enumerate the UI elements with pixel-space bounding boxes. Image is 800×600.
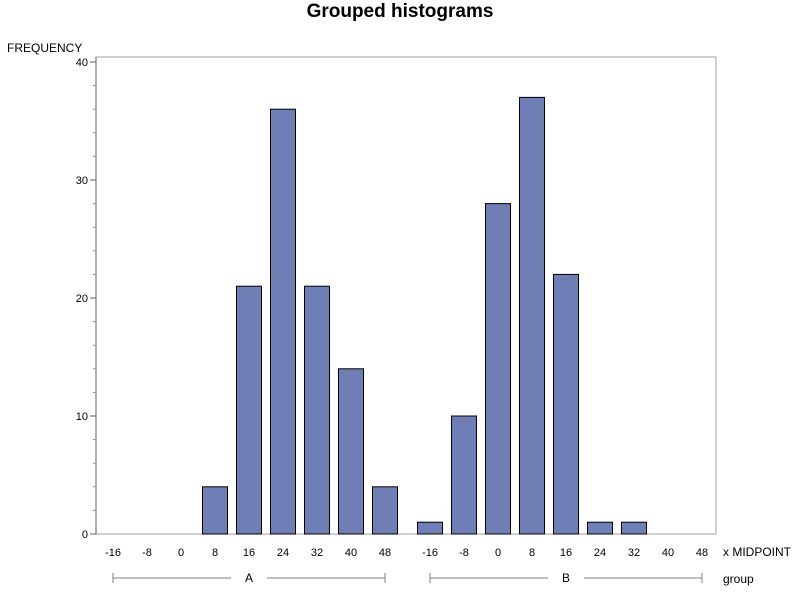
x-tick-label: -16	[105, 547, 121, 559]
x-tick-label: 0	[495, 547, 501, 559]
group-label-A: A	[245, 571, 253, 585]
x-tick-label: 16	[560, 547, 572, 559]
x-axis-label: x MIDPOINT	[723, 545, 792, 559]
bar-A-24	[270, 108, 296, 535]
group-axis-label: group	[723, 572, 754, 586]
y-tick-label: 40	[76, 57, 88, 69]
y-tick-label: 20	[76, 293, 88, 305]
x-tick-labels: -16 -8 0 8 16 24 32 40 48 -16 -8 0 8 16 24 32 40 48	[105, 547, 708, 559]
bar-A-32	[304, 285, 330, 535]
y-tick-label: 0	[82, 529, 88, 541]
bar-A-48	[372, 486, 398, 535]
plot-frame	[95, 56, 717, 535]
x-tick-label: -16	[422, 547, 438, 559]
x-tick-label: 48	[379, 547, 391, 559]
y-axis-ticks: 0 10 20 30 40	[76, 57, 96, 541]
x-tick-label: 16	[243, 547, 255, 559]
bar-B-8	[519, 96, 545, 535]
y-tick-label: 10	[76, 411, 88, 423]
x-tick-label: 0	[178, 547, 184, 559]
bar-A-8	[202, 486, 228, 535]
x-tick-label: 32	[311, 547, 323, 559]
bar-B--8	[451, 415, 477, 535]
x-tick-label: 32	[628, 547, 640, 559]
chart-title: Grouped histograms	[307, 1, 494, 22]
bars	[202, 96, 647, 535]
x-tick-label: 24	[594, 547, 606, 559]
x-tick-label: 48	[696, 547, 708, 559]
x-tick-label: 24	[277, 547, 289, 559]
group-label-B: B	[562, 571, 570, 585]
bar-B-32	[621, 521, 647, 535]
bar-A-40	[338, 368, 364, 535]
bar-A-16	[236, 285, 262, 535]
bar-B--16	[417, 521, 443, 535]
x-tick-label: -8	[142, 547, 152, 559]
bar-B-0	[485, 203, 511, 535]
y-axis-label: FREQUENCY	[7, 41, 82, 55]
x-tick-label: 40	[345, 547, 357, 559]
bar-B-24	[587, 521, 613, 535]
x-tick-label: 8	[212, 547, 218, 559]
y-tick-label: 30	[76, 175, 88, 187]
x-tick-label: 8	[529, 547, 535, 559]
x-tick-label: -8	[459, 547, 469, 559]
x-tick-label: 40	[662, 547, 674, 559]
bar-B-16	[553, 273, 579, 535]
